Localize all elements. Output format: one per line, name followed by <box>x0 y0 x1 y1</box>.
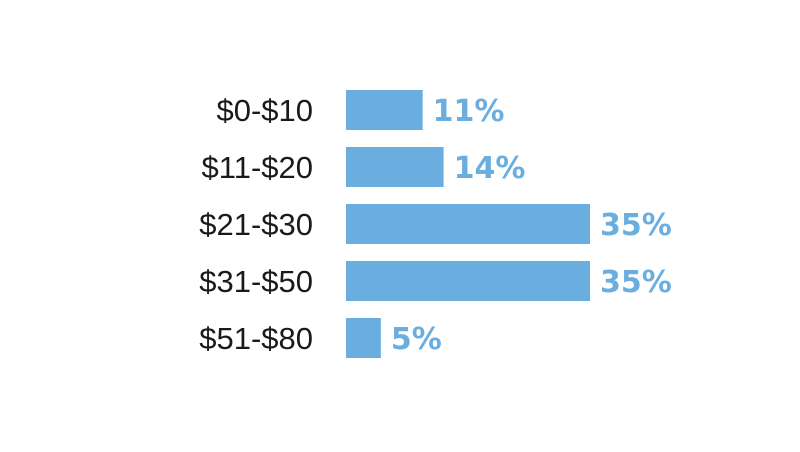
value-label: 14% <box>454 151 526 186</box>
category-label: $51-$80 <box>199 321 313 356</box>
bar <box>346 261 590 301</box>
bar <box>346 318 381 358</box>
bar <box>346 204 590 244</box>
value-label: 35% <box>600 208 672 243</box>
value-label: 35% <box>600 265 672 300</box>
category-label: $21-$30 <box>199 207 313 242</box>
bar <box>346 90 423 130</box>
category-label: $11-$20 <box>202 150 313 185</box>
category-label: $0-$10 <box>216 93 313 128</box>
bar <box>346 147 444 187</box>
value-label: 5% <box>391 322 442 357</box>
category-label: $31-$50 <box>199 264 313 299</box>
value-label: 11% <box>433 94 505 129</box>
bars-group: $0-$10 11% $11-$20 14% $21-$30 35% $31-$50 35% $… <box>199 90 672 358</box>
